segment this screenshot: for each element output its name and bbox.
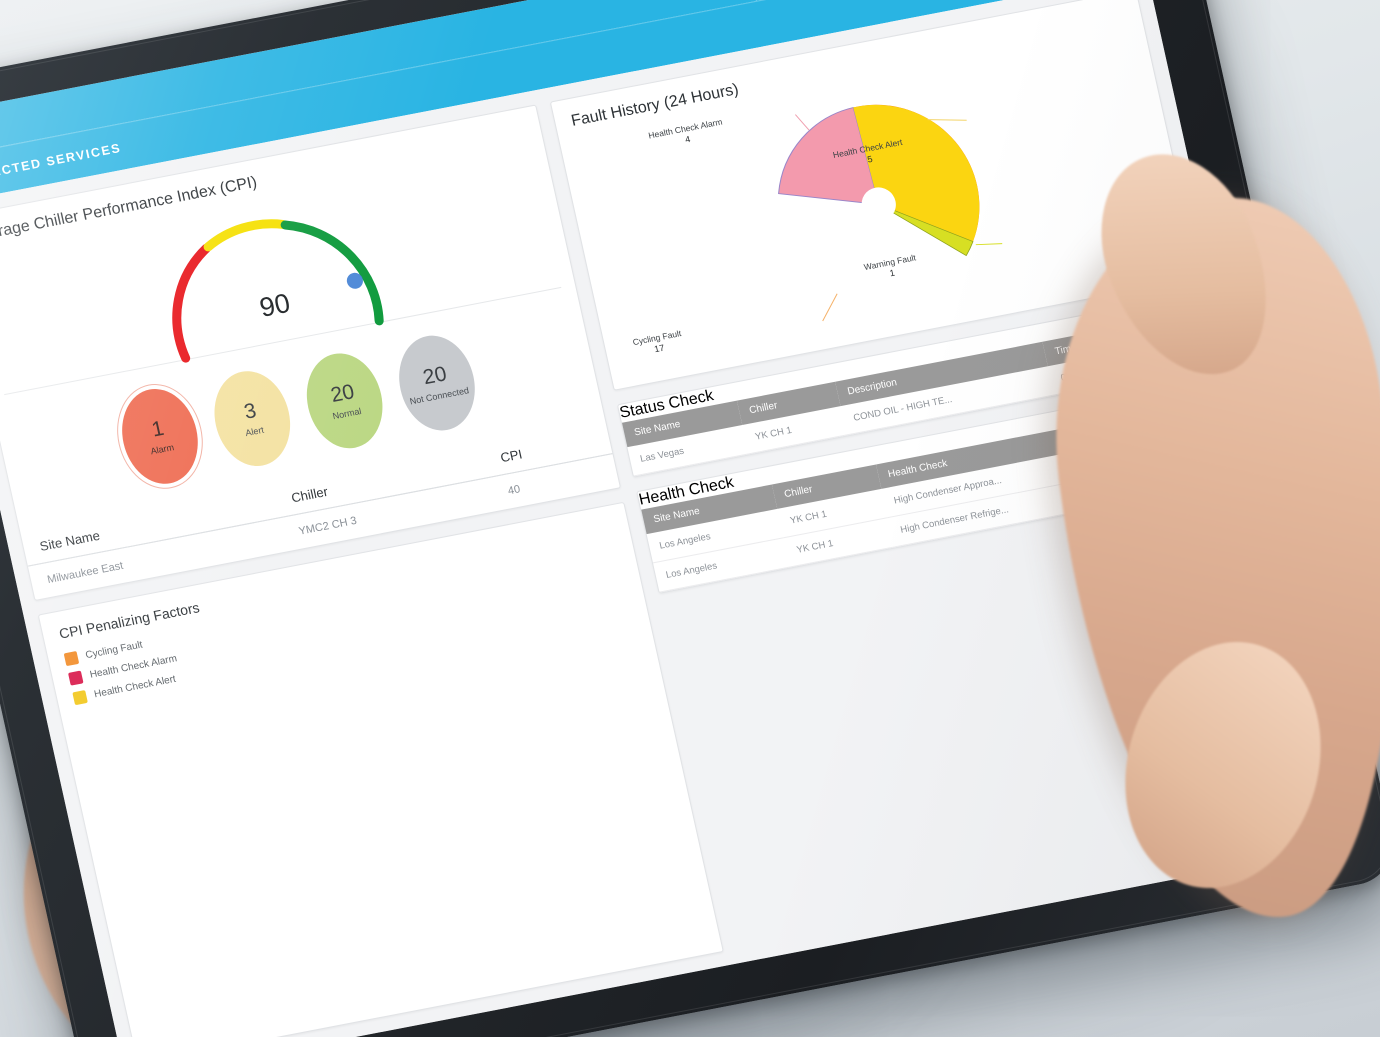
pill-count: 20 xyxy=(420,362,449,390)
pie-label-cycling-fault: Cycling Fault 17 xyxy=(632,328,685,359)
pill-label: Normal xyxy=(331,406,363,422)
pill-count: 20 xyxy=(328,380,357,408)
cpi-gauge-card: Average Chiller Performance Index (CPI) xyxy=(0,104,622,602)
left-column: Average Chiller Performance Index (CPI) xyxy=(0,104,724,1037)
status-pill-not-connected[interactable]: 20 Not Connected xyxy=(389,329,484,438)
pill-count: 3 xyxy=(242,399,259,424)
legend-swatch-cycling-fault xyxy=(63,650,80,667)
dashboard: Average Chiller Performance Index (CPI) xyxy=(0,0,1341,1037)
fault-history-chart: Health Check Alarm 4 Health Check Alert … xyxy=(559,27,1198,384)
tablet-screen: Stop Impersonate Demo User | Customer 3/… xyxy=(0,0,1341,1037)
cpi-penalizing-factors-card: CPI Penalizing Factors Cycling Fault Hea… xyxy=(37,501,724,1037)
pill-count: 1 xyxy=(149,417,167,442)
cpi-gauge xyxy=(0,143,577,408)
fault-history-card: Fault History (24 Hours) xyxy=(549,0,1201,391)
legend-label: Cycling Fault xyxy=(84,639,144,662)
pill-label: Alert xyxy=(244,425,265,439)
legend-swatch-health-check-alert xyxy=(72,690,88,706)
legend-swatch-health-check-alarm xyxy=(67,670,84,686)
status-pill-alert[interactable]: 3 Alert xyxy=(205,364,299,473)
right-column: Fault History (24 Hours) xyxy=(549,0,1324,949)
status-pill-alarm[interactable]: 1 Alarm xyxy=(112,382,207,491)
status-pill-normal[interactable]: 20 Normal xyxy=(297,347,391,455)
pill-label: Alarm xyxy=(149,442,175,457)
